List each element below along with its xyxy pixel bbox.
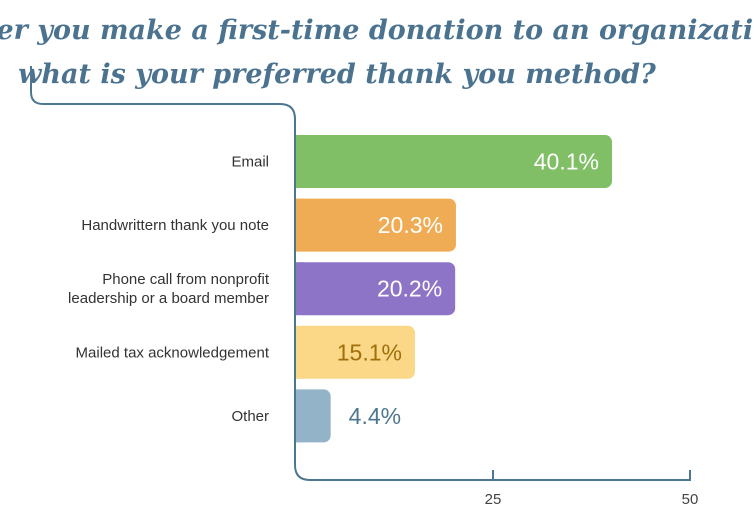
value-label-handwrittern-thank-you-note: 20.3% bbox=[378, 212, 443, 238]
x-tick-label-25: 25 bbox=[485, 491, 502, 508]
bar-handwrittern-thank-you-note bbox=[296, 198, 456, 252]
category-label-line: Email bbox=[231, 154, 269, 171]
title-bracket-line bbox=[30, 66, 691, 481]
category-label-handwrittern-thank-you-note: Handwrittern thank you note bbox=[81, 217, 269, 234]
bar-edge-email bbox=[296, 135, 304, 188]
value-label-other: 4.4% bbox=[349, 403, 401, 429]
chart-title-line-1: After you make a first-time donation to … bbox=[0, 15, 754, 46]
x-tick-label-50: 50 bbox=[682, 491, 699, 508]
bar-other bbox=[296, 389, 331, 443]
category-label-email: Email bbox=[231, 154, 269, 171]
bar-phone-call-from-nonprofit-leadership-or-a-board-member bbox=[296, 262, 456, 316]
bar-edge-handwrittern-thank-you-note bbox=[296, 198, 304, 252]
bar-email bbox=[296, 135, 612, 188]
category-label-line: Other bbox=[231, 408, 269, 425]
bar-edge-other bbox=[296, 389, 304, 443]
category-label-mailed-tax-acknowledgement: Mailed tax acknowledgement bbox=[76, 344, 270, 361]
category-label-line: leadership or a board member bbox=[68, 290, 269, 307]
bar-mailed-tax-acknowledgement bbox=[296, 325, 415, 379]
category-label-other: Other bbox=[231, 408, 269, 425]
bar-edge-phone-call-from-nonprofit-leadership-or-a-board-member bbox=[296, 262, 304, 316]
category-label-line: Handwrittern thank you note bbox=[81, 217, 269, 234]
category-label-line: Mailed tax acknowledgement bbox=[76, 344, 270, 361]
value-label-mailed-tax-acknowledgement: 15.1% bbox=[337, 339, 402, 365]
bar-edge-mailed-tax-acknowledgement bbox=[296, 325, 304, 379]
value-label-email: 40.1% bbox=[534, 149, 599, 175]
category-label-phone-call-from-nonprofit-leadership-or-a-board-member: Phone call from nonprofit leadership or a… bbox=[68, 271, 270, 307]
chart-title-line-2: what is your preferred thank you method? bbox=[18, 59, 657, 90]
bar-group: Email 40.1% Handwrittern thank you note 20.… bbox=[68, 135, 612, 443]
value-label-phone-call-from-nonprofit-leadership-or-a-board-member: 20.2% bbox=[377, 276, 442, 302]
category-label-line: Phone call from nonprofit bbox=[102, 271, 270, 288]
